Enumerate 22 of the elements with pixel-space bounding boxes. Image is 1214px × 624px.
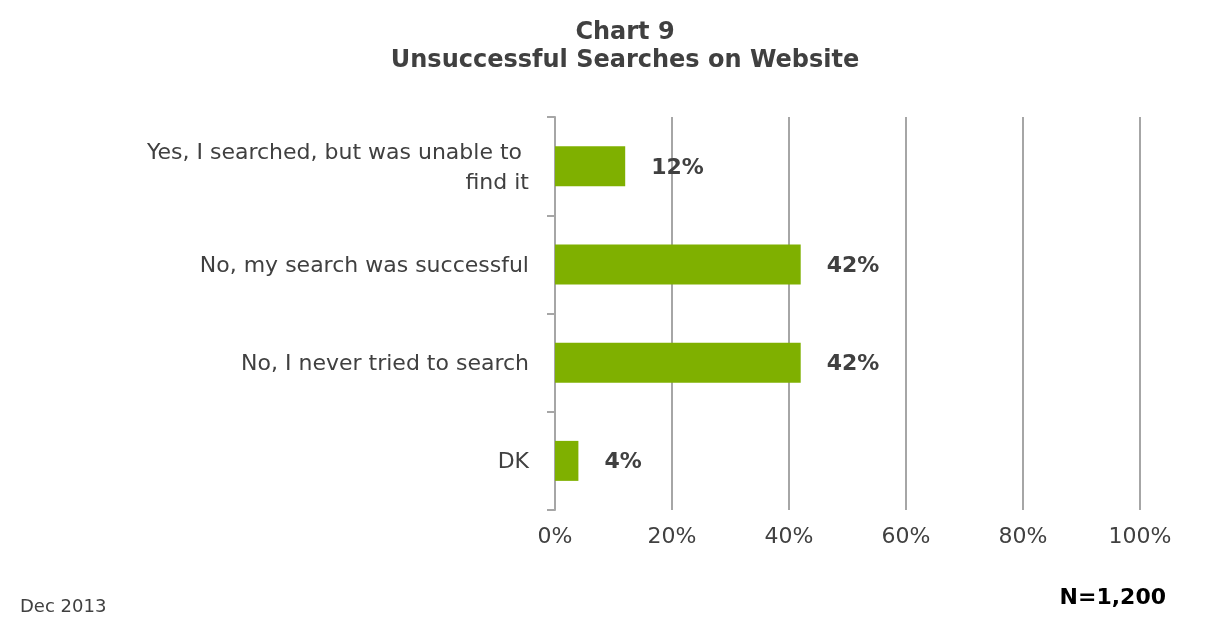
x-tick-label: 80% (998, 522, 1048, 548)
data-label: 12% (651, 153, 704, 179)
bar (555, 146, 626, 187)
data-label: 42% (826, 251, 880, 277)
y-tick-label: DK (497, 448, 530, 474)
bar (555, 440, 579, 481)
text: N=1,200 (1059, 583, 1166, 609)
data-label: 42% (826, 350, 880, 376)
text: Dec 2013 (20, 594, 107, 616)
bar (555, 244, 801, 285)
x-tick-label: 20% (647, 522, 697, 548)
x-tick-label: 40% (764, 522, 814, 548)
x-tick-label: 100% (1108, 522, 1172, 548)
y-tick-label: No, I never tried to search (241, 350, 529, 376)
chart-subtitle: Unsuccessful Searches on Website (390, 45, 860, 73)
y-tick-label: Yes, I searched, but was unable to find it (145, 138, 530, 194)
chart-title: Chart 9 (575, 17, 675, 45)
data-label: 4% (604, 448, 642, 474)
bar (555, 342, 801, 383)
x-tick-label: 0% (537, 522, 573, 548)
x-tick-label: 60% (881, 522, 931, 548)
y-tick-label: No, my search was successful (199, 251, 529, 277)
